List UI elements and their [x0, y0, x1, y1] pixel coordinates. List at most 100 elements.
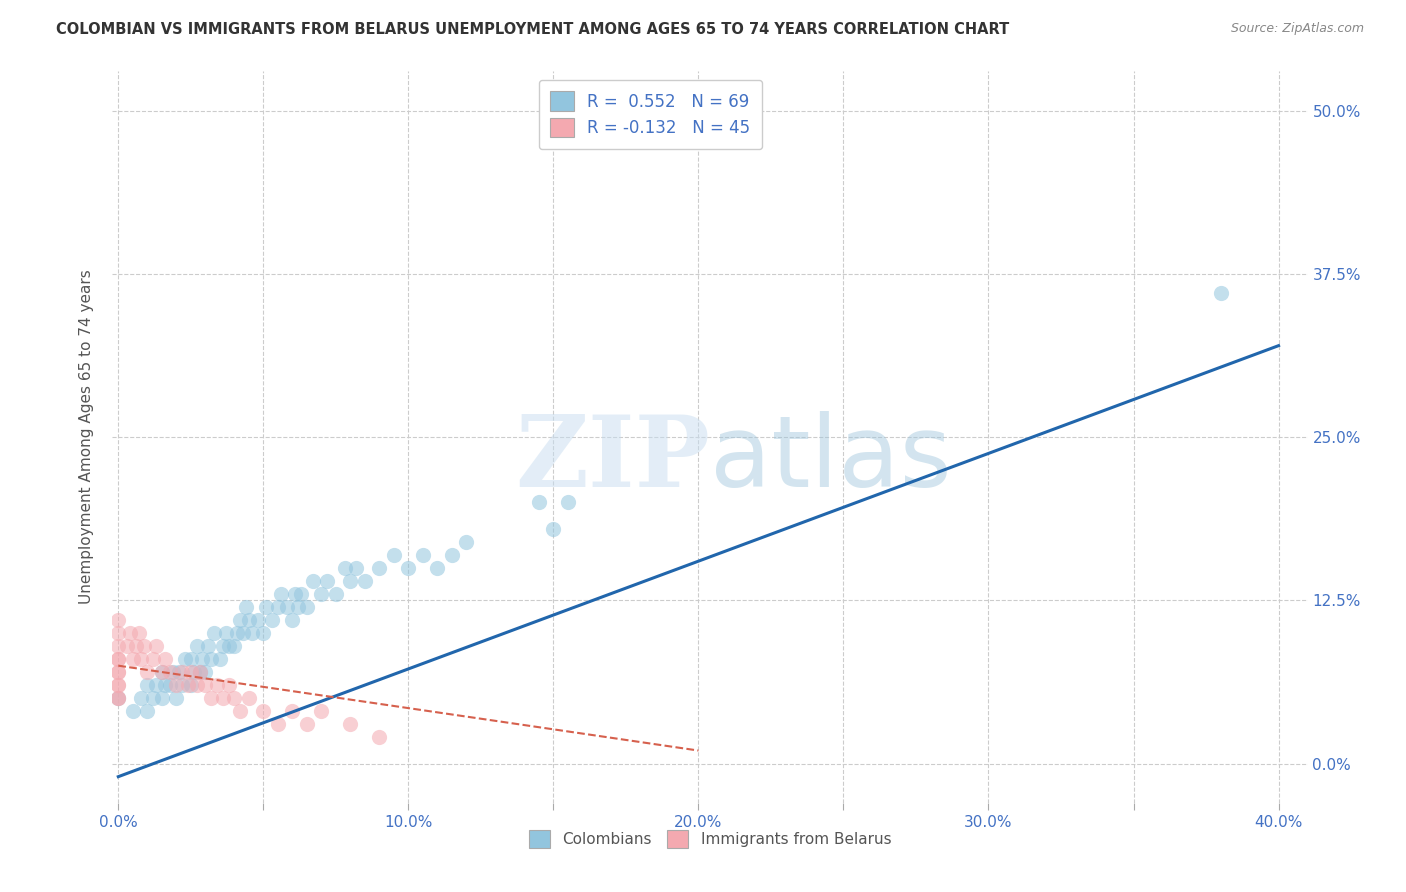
Point [254, 599, 277, 614]
Point [240, 626, 263, 640]
Point [107, 652, 129, 666]
Point [153, 652, 176, 666]
Point [159, 678, 181, 692]
Point [107, 665, 129, 680]
Point [165, 691, 187, 706]
Point [426, 560, 449, 574]
Point [226, 626, 249, 640]
Point [165, 678, 187, 692]
Point [136, 665, 159, 680]
Point [344, 560, 367, 574]
Point [325, 587, 347, 601]
Point [136, 705, 159, 719]
Point [194, 678, 217, 692]
Point [180, 652, 202, 666]
Point [150, 691, 173, 706]
Point [107, 678, 129, 692]
Point [208, 652, 231, 666]
Point [183, 665, 205, 680]
Point [527, 495, 550, 509]
Point [186, 678, 208, 692]
Text: COLOMBIAN VS IMMIGRANTS FROM BELARUS UNEMPLOYMENT AMONG AGES 65 TO 74 YEARS CORR: COLOMBIAN VS IMMIGRANTS FROM BELARUS UNE… [56, 22, 1010, 37]
Point [121, 705, 143, 719]
Point [267, 599, 290, 614]
Point [339, 574, 361, 588]
Point [194, 665, 217, 680]
Point [260, 613, 283, 627]
Point [150, 665, 173, 680]
Point [174, 652, 197, 666]
Point [224, 639, 246, 653]
Point [368, 560, 391, 574]
Point [543, 521, 565, 535]
Point [218, 639, 240, 653]
Point [440, 548, 463, 562]
Point [131, 652, 153, 666]
Point [295, 717, 318, 731]
Point [145, 678, 167, 692]
Point [107, 613, 129, 627]
Point [333, 560, 356, 574]
Point [197, 639, 219, 653]
Point [246, 613, 269, 627]
Point [232, 626, 254, 640]
Point [107, 691, 129, 706]
Point [142, 691, 165, 706]
Point [188, 665, 211, 680]
Point [211, 639, 233, 653]
Point [180, 678, 202, 692]
Point [131, 691, 153, 706]
Point [200, 652, 222, 666]
Text: ZIP: ZIP [515, 410, 710, 508]
Point [150, 665, 173, 680]
Point [284, 587, 307, 601]
Point [107, 691, 129, 706]
Point [396, 560, 419, 574]
Point [107, 665, 129, 680]
Point [115, 639, 138, 653]
Point [276, 599, 298, 614]
Point [107, 652, 129, 666]
Point [200, 691, 222, 706]
Point [301, 574, 323, 588]
Point [211, 691, 233, 706]
Point [188, 665, 211, 680]
Point [267, 717, 290, 731]
Text: Source: ZipAtlas.com: Source: ZipAtlas.com [1230, 22, 1364, 36]
Point [107, 639, 129, 653]
Point [557, 495, 579, 509]
Point [311, 587, 333, 601]
Point [142, 652, 165, 666]
Point [353, 574, 375, 588]
Point [153, 678, 176, 692]
Point [172, 665, 194, 680]
Point [1209, 286, 1232, 301]
Point [214, 626, 236, 640]
Point [205, 678, 228, 692]
Point [118, 626, 141, 640]
Point [295, 599, 318, 614]
Point [172, 678, 194, 692]
Point [177, 678, 200, 692]
Point [128, 626, 150, 640]
Point [252, 626, 274, 640]
Point [238, 613, 260, 627]
Point [167, 665, 190, 680]
Point [368, 731, 391, 745]
Point [281, 705, 304, 719]
Point [316, 574, 339, 588]
Point [136, 678, 159, 692]
Point [238, 691, 260, 706]
Point [339, 717, 361, 731]
Point [229, 613, 252, 627]
Point [107, 678, 129, 692]
Point [290, 587, 312, 601]
Point [218, 678, 240, 692]
Point [121, 652, 143, 666]
Point [456, 534, 478, 549]
Point [382, 548, 405, 562]
Point [159, 665, 181, 680]
Point [202, 626, 225, 640]
Y-axis label: Unemployment Among Ages 65 to 74 years: Unemployment Among Ages 65 to 74 years [79, 269, 94, 605]
Point [311, 705, 333, 719]
